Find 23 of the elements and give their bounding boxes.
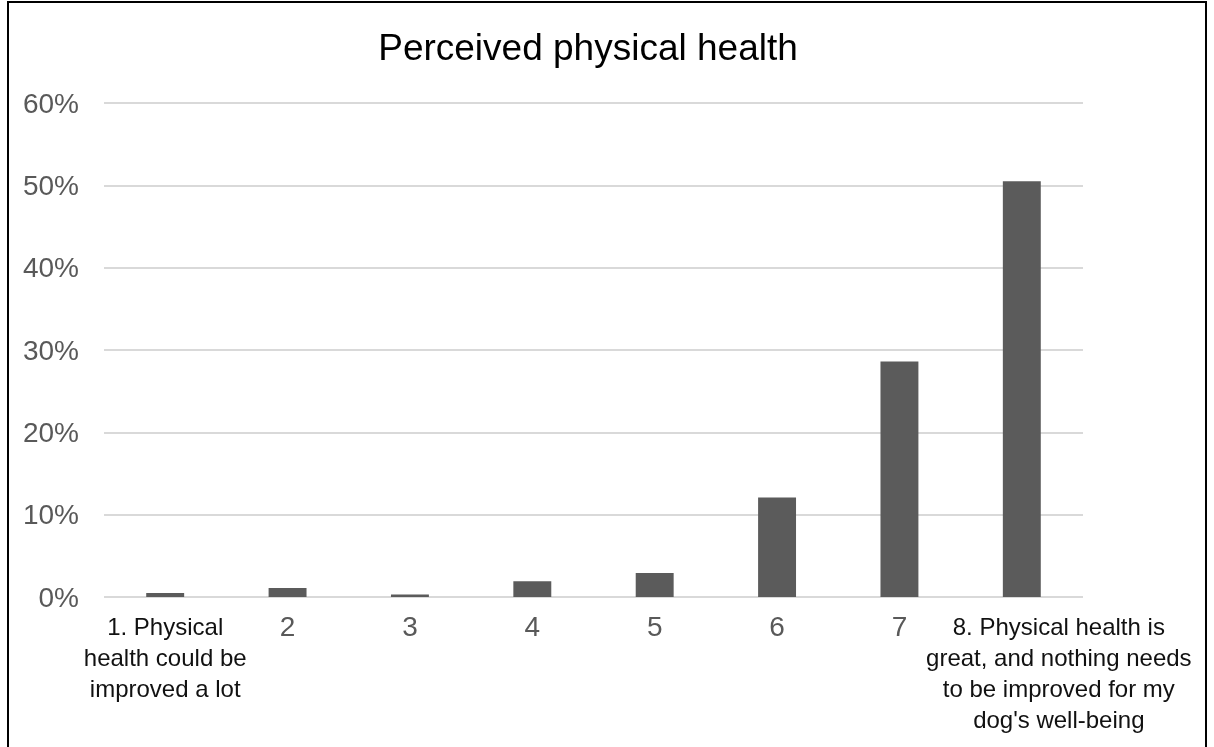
bar bbox=[758, 497, 797, 597]
x-tick-label: 2 bbox=[279, 611, 296, 642]
x-tick-label: 8. Physical health is great, and nothing needs to be improved for my dog's well-being bbox=[926, 613, 1192, 733]
x-tick-label: 6 bbox=[769, 611, 785, 642]
bar bbox=[1002, 181, 1041, 597]
bar bbox=[880, 361, 919, 597]
y-tick-label: 0% bbox=[38, 581, 79, 613]
x-tick-label: 3 bbox=[402, 611, 418, 642]
bar bbox=[513, 581, 552, 597]
y-tick-label: 10% bbox=[22, 499, 79, 531]
y-tick-label: 50% bbox=[22, 169, 79, 201]
bar bbox=[268, 587, 307, 597]
bar bbox=[635, 573, 674, 597]
y-tick-label: 30% bbox=[22, 334, 79, 366]
x-tick-label: 5 bbox=[646, 611, 663, 642]
chart-title: Perceived physical health bbox=[378, 27, 798, 68]
x-tick-label: 7 bbox=[891, 611, 908, 642]
y-tick-label: 40% bbox=[22, 252, 79, 284]
y-tick-label: 20% bbox=[22, 416, 79, 448]
x-tick-label: 4 bbox=[524, 611, 541, 642]
x-tick-label: 1. Physical health could be improved a lot bbox=[83, 613, 247, 702]
y-tick-label: 60% bbox=[22, 87, 79, 119]
bar bbox=[146, 592, 185, 597]
